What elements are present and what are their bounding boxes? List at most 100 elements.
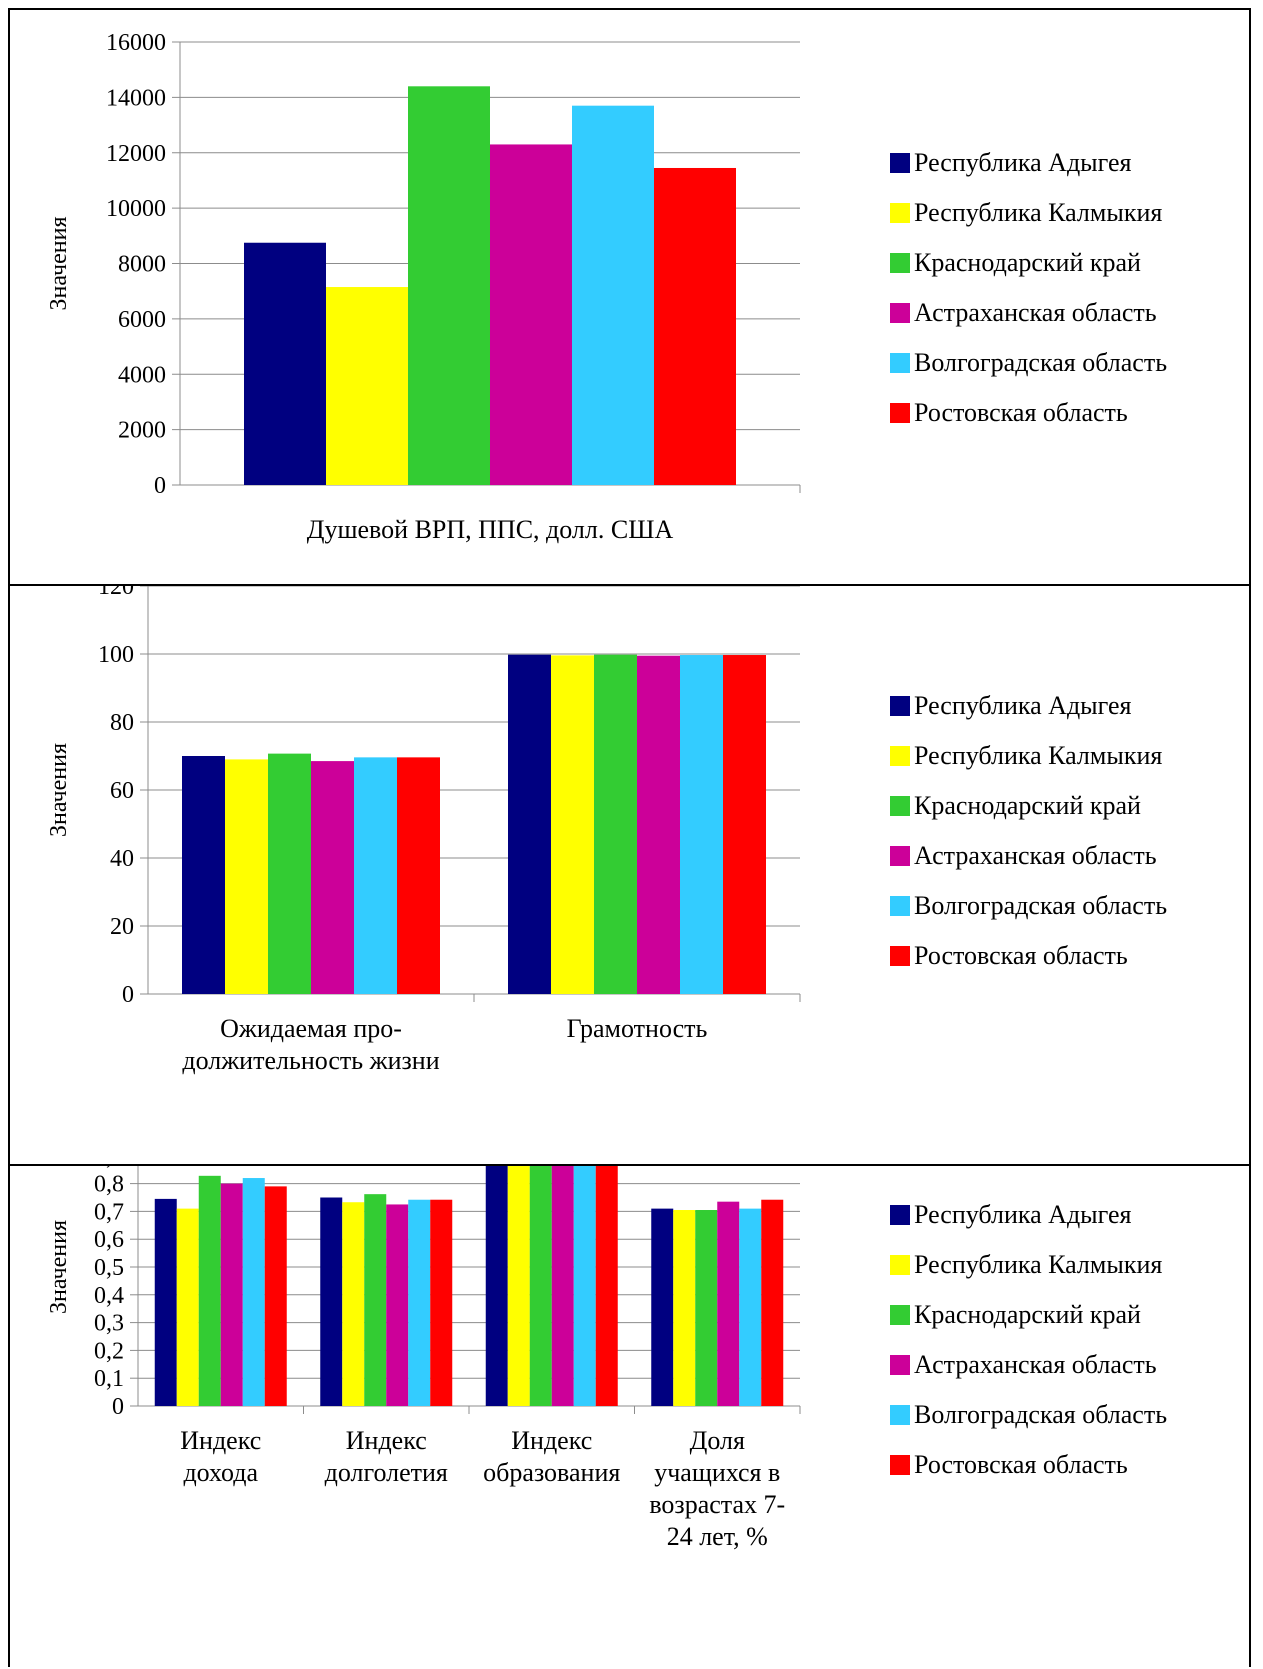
y-tick-label: 10000 xyxy=(106,196,166,222)
y-axis-label: Значения xyxy=(46,1220,72,1314)
legend-swatch xyxy=(890,796,910,816)
y-tick-label: 0 xyxy=(122,982,134,1008)
y-tick-label: 60 xyxy=(110,778,134,804)
legend-label: Волгоградская область xyxy=(914,1400,1168,1429)
legend-label: Краснодарский край xyxy=(914,791,1141,820)
y-tick-label: 2000 xyxy=(118,418,166,444)
x-category-label: Индекс xyxy=(180,1426,261,1455)
y-tick-label: 0,6 xyxy=(94,1227,124,1253)
y-tick-label: 0,1 xyxy=(94,1366,124,1392)
bar-6 xyxy=(595,1166,618,1406)
y-tick-label: 4000 xyxy=(118,362,166,388)
bar-1 xyxy=(320,1197,343,1406)
y-tick-label: 20 xyxy=(110,914,134,940)
bar-5 xyxy=(242,1178,265,1406)
legend-swatch xyxy=(890,203,910,223)
bar-1 xyxy=(651,1208,674,1406)
x-category-label: Грамотность xyxy=(567,1014,708,1043)
legend-item: Астраханская область xyxy=(890,288,1167,338)
bar-3 xyxy=(198,1175,221,1406)
bar-6 xyxy=(430,1199,453,1406)
bar-chart-gdp: 0 2000 4000 6000 8000 10000 12000 14000 16000 Зна… xyxy=(46,30,801,544)
bar-4 xyxy=(220,1183,243,1406)
y-tick-label: 0,5 xyxy=(94,1255,124,1281)
legend-label: Республика Адыгея xyxy=(914,1200,1132,1229)
legend-item: Республика Адыгея xyxy=(890,138,1167,188)
bar-5 xyxy=(408,1199,431,1406)
legend-swatch xyxy=(890,1455,910,1475)
y-tick-label: 100 xyxy=(98,642,134,668)
legend-label: Республика Калмыкия xyxy=(914,198,1163,227)
legend-swatch xyxy=(890,846,910,866)
legend-swatch xyxy=(890,403,910,423)
legend: Республика Адыгея Республика Калмыкия Крас… xyxy=(890,1190,1167,1490)
legend-label: Ростовская область xyxy=(914,941,1128,970)
bar-5 xyxy=(739,1208,762,1406)
bar-2 xyxy=(551,655,594,994)
x-category-label: Доля xyxy=(690,1426,745,1455)
y-axis-label: Значения xyxy=(46,216,72,310)
bar-1 xyxy=(244,242,326,485)
bar-2 xyxy=(176,1208,199,1406)
x-category-label: образования xyxy=(483,1458,620,1487)
legend-item: Волгоградская область xyxy=(890,338,1167,388)
bar-4 xyxy=(717,1201,740,1406)
legend-item: Ростовская область xyxy=(890,931,1167,981)
x-category-label: Индекс xyxy=(346,1426,427,1455)
bar-5 xyxy=(572,105,654,486)
y-tick-label: 16000 xyxy=(106,30,166,56)
bar-6 xyxy=(761,1199,784,1406)
legend-label: Волгоградская область xyxy=(914,348,1168,377)
bar-6 xyxy=(397,757,440,994)
y-tick-label: 0,8 xyxy=(94,1172,124,1198)
bar-4 xyxy=(490,144,572,485)
bar-4 xyxy=(551,1166,574,1406)
bar-5 xyxy=(354,757,397,994)
bar-3 xyxy=(594,654,637,994)
bar-5 xyxy=(573,1166,596,1406)
legend-label: Ростовская область xyxy=(914,1450,1128,1479)
bar-3 xyxy=(364,1194,387,1406)
legend-item: Волгоградская область xyxy=(890,881,1167,931)
bar-1 xyxy=(485,1166,508,1406)
legend-swatch xyxy=(890,253,910,273)
bar-6 xyxy=(723,655,766,994)
bar-1 xyxy=(182,756,225,994)
legend-label: Краснодарский край xyxy=(914,248,1141,277)
y-tick-label: 120 xyxy=(98,586,134,600)
legend-item: Краснодарский край xyxy=(890,781,1167,831)
chart-panel-gdp: 0 2000 4000 6000 8000 10000 12000 14000 16000 Зна… xyxy=(8,8,1251,586)
legend-swatch xyxy=(890,1405,910,1425)
x-category-label: возрастах 7- xyxy=(649,1490,785,1519)
x-category-label: учащихся в xyxy=(654,1458,780,1487)
bar-6 xyxy=(264,1186,287,1406)
y-tick-label: 0,7 xyxy=(94,1199,124,1225)
y-tick-label: 0,3 xyxy=(94,1311,124,1337)
bar-1 xyxy=(154,1198,177,1406)
y-tick-label: 0,9 xyxy=(94,1166,124,1170)
legend: Республика Адыгея Республика Калмыкия Крас… xyxy=(890,138,1167,438)
bar-4 xyxy=(637,655,680,994)
legend-swatch xyxy=(890,1255,910,1275)
legend-swatch xyxy=(890,1205,910,1225)
x-category-label: Ожидаемая про- xyxy=(220,1014,402,1043)
legend-item: Республика Калмыкия xyxy=(890,731,1167,781)
legend-label: Астраханская область xyxy=(914,841,1157,870)
legend-item: Ростовская область xyxy=(890,388,1167,438)
legend-item: Ростовская область xyxy=(890,1440,1167,1490)
legend-swatch xyxy=(890,153,910,173)
y-tick-label: 14000 xyxy=(106,85,166,111)
legend-label: Астраханская область xyxy=(914,1350,1157,1379)
bar-5 xyxy=(680,655,723,994)
legend-swatch xyxy=(890,1355,910,1375)
bar-3 xyxy=(529,1166,552,1406)
x-category-label: 24 лет, % xyxy=(667,1522,768,1551)
y-tick-label: 12000 xyxy=(106,141,166,167)
bar-4 xyxy=(311,761,354,994)
chart-panel-indices: 00,10,20,30,40,50,60,70,80,91ЗначенияИнд… xyxy=(8,1164,1251,1667)
y-tick-label: 80 xyxy=(110,710,134,736)
legend-item: Астраханская область xyxy=(890,1340,1167,1390)
x-category-label: Душевой ВРП, ППС, долл. США xyxy=(307,515,674,544)
legend-swatch xyxy=(890,746,910,766)
legend-item: Краснодарский край xyxy=(890,1290,1167,1340)
